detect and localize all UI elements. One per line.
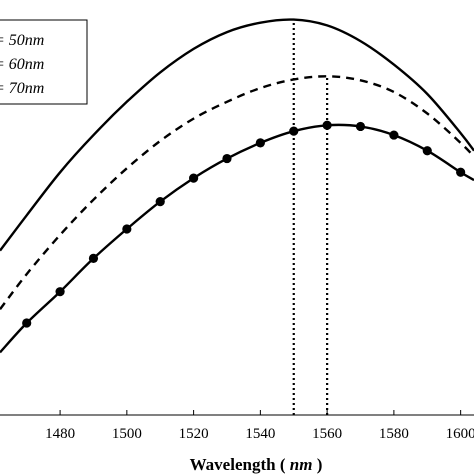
- series-3-marker-1600: [456, 167, 466, 177]
- x-tick-label-1560: 1560: [312, 426, 342, 442]
- series-line-1: [0, 18, 474, 252]
- x-axis-unit: nm: [290, 455, 313, 474]
- series-3-marker-1540: [255, 138, 265, 148]
- series-3-marker-1530: [222, 153, 232, 164]
- x-tick-label-1500: 1500: [112, 426, 142, 442]
- series-3-marker-1500: [122, 224, 132, 234]
- x-axis-ticks: 1480 1500 1520 1540 1560 1580 1600: [0, 410, 474, 442]
- plot-area: [0, 18, 474, 415]
- x-tick-label-1480: 1480: [45, 426, 75, 442]
- series-line-3: [0, 123, 474, 354]
- x-tick-label-1580: 1580: [379, 426, 409, 442]
- series-3-marker-1470: [22, 318, 32, 328]
- legend-label-3: d = 70nm: [0, 80, 44, 97]
- series-3-marker-1480: [55, 287, 65, 297]
- legend-label-1: d = 50nm: [0, 32, 44, 49]
- series-3-marker-1510: [155, 197, 165, 207]
- x-tick-label-1540: 1540: [245, 426, 275, 442]
- series-3-marker-1560: [322, 120, 332, 130]
- series-3-marker-1570: [355, 121, 366, 132]
- legend-box: [0, 19, 88, 105]
- series-3-marker-1580: [389, 130, 399, 140]
- x-axis-label: Wavelength ( nm ): [190, 455, 323, 474]
- series-3-marker-1490: [88, 253, 99, 263]
- x-tick-label-1600: 1600: [446, 426, 474, 442]
- legend: d = 50nm d = 60nm d = 70nm: [0, 19, 88, 105]
- series-3-marker-1590: [422, 146, 432, 156]
- series-3-marker-1520: [189, 173, 199, 183]
- legend-label-2: d = 60nm: [0, 56, 44, 73]
- series-line-2: [0, 75, 474, 311]
- series-3-marker-1550: [289, 126, 299, 136]
- x-tick-label-1520: 1520: [179, 426, 209, 442]
